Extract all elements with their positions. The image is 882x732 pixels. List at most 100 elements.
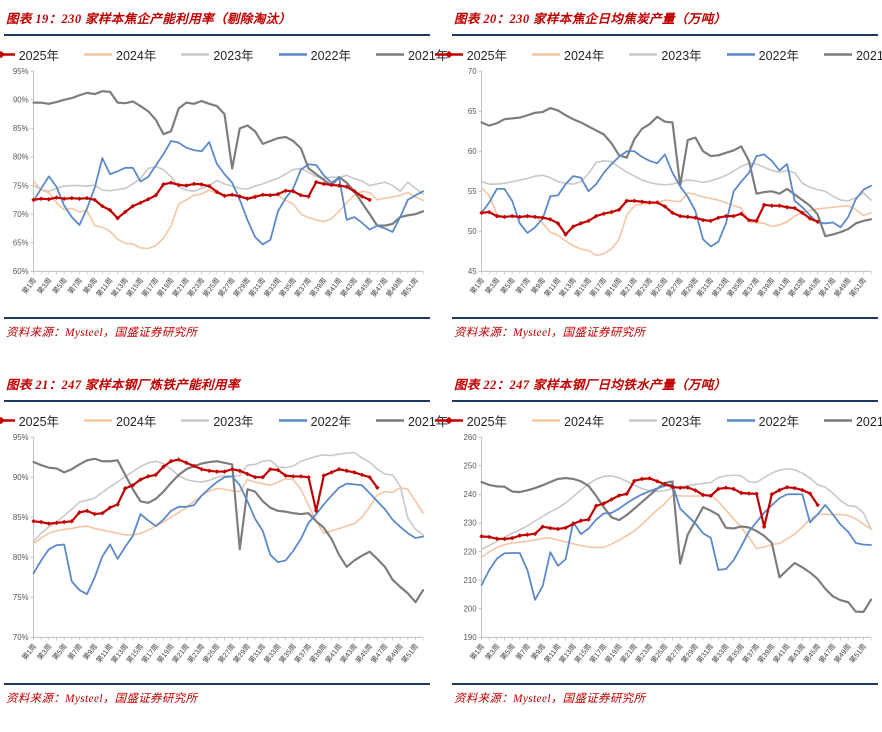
svg-text:250: 250 <box>464 462 478 471</box>
legend-label: 2024年 <box>116 49 157 63</box>
figure-block-22: 图表 22：247 家样本钢厂日均铁水产量（万吨） 2025年 2024年 2023… <box>434 372 882 706</box>
legend-label: 2025年 <box>18 415 60 429</box>
figure-source: 资料来源：Mysteel，国盛证券研究所 <box>454 693 646 705</box>
series-line-2021年 <box>32 90 425 227</box>
series-line-2025年 <box>32 458 379 525</box>
svg-text:260: 260 <box>464 433 478 442</box>
svg-text:60%: 60% <box>13 267 29 276</box>
legend-label: 2023年 <box>213 415 254 429</box>
series-line-2022年 <box>32 475 424 596</box>
legend-line-icon <box>278 53 307 56</box>
divider-line <box>4 317 430 319</box>
legend-label: 2023年 <box>661 49 702 63</box>
legend-line-icon <box>726 419 755 422</box>
line-chart: 95%90%85%80%75%70%第1周第3周第5周第7周第9周第11周第13… <box>13 433 425 665</box>
legend-line-icon <box>434 416 463 425</box>
chart-legend: 2025年 2024年 2023年 2022年 2021年 <box>434 402 882 430</box>
legend-label: 2024年 <box>564 49 605 63</box>
legend-line-icon <box>84 53 113 56</box>
legend-item-2023年: 2023年 <box>628 411 702 430</box>
svg-text:第51周: 第51周 <box>399 642 420 665</box>
svg-text:第7周: 第7周 <box>66 276 84 296</box>
legend-line-icon <box>278 419 307 422</box>
svg-text:85%: 85% <box>13 124 29 133</box>
axes: 95%90%85%80%75%70%65%60%第1周第3周第5周第7周第9周第… <box>13 67 424 299</box>
svg-text:95%: 95% <box>13 433 29 442</box>
legend-line-icon <box>375 419 404 422</box>
legend-item-2023年: 2023年 <box>628 45 702 64</box>
legend-line-icon <box>375 53 404 56</box>
chart-legend: 2025年 2024年 2023年 2022年 2021年 <box>0 402 448 430</box>
legend-label: 2025年 <box>466 49 508 63</box>
divider-line <box>452 400 878 402</box>
svg-text:90%: 90% <box>13 96 29 105</box>
svg-text:第1周: 第1周 <box>468 276 486 296</box>
svg-text:210: 210 <box>464 576 478 585</box>
axes: 95%90%85%80%75%70%第1周第3周第5周第7周第9周第11周第13… <box>13 433 424 665</box>
svg-text:190: 190 <box>464 633 478 642</box>
svg-text:90%: 90% <box>13 473 29 482</box>
svg-text:第3周: 第3周 <box>483 276 501 296</box>
legend-label: 2022年 <box>310 49 351 63</box>
svg-text:第1周: 第1周 <box>468 642 486 662</box>
svg-text:75%: 75% <box>13 593 29 602</box>
svg-text:70%: 70% <box>13 210 29 219</box>
legend-label: 2022年 <box>758 415 799 429</box>
legend-label: 2021年 <box>407 415 449 429</box>
svg-text:第51周: 第51周 <box>399 276 420 299</box>
figure-title: 图表 22：247 家样本钢厂日均铁水产量（万吨） <box>454 378 727 392</box>
legend-item-2023年: 2023年 <box>180 411 254 430</box>
series-line-2023年 <box>32 165 424 195</box>
axes: 260250240230220210200190第1周第3周第5周第7周第9周第… <box>464 433 872 665</box>
svg-text:第3周: 第3周 <box>35 276 53 296</box>
svg-text:第5周: 第5周 <box>50 642 68 662</box>
svg-text:200: 200 <box>464 605 478 614</box>
svg-text:第7周: 第7周 <box>66 642 84 662</box>
legend-label: 2024年 <box>564 415 605 429</box>
legend-label: 2021年 <box>855 49 882 63</box>
svg-text:80%: 80% <box>13 553 29 562</box>
figure-title: 图表 19：230 家样本焦企产能利用率（剔除淘汰） <box>6 12 292 26</box>
legend-item-2022年: 2022年 <box>726 411 799 430</box>
legend-line-icon <box>84 419 113 422</box>
legend-item-2021年: 2021年 <box>375 45 448 64</box>
svg-text:55: 55 <box>468 187 477 196</box>
svg-text:第51周: 第51周 <box>847 276 868 299</box>
legend-item-2022年: 2022年 <box>726 45 799 64</box>
series-markers-2025年 <box>479 198 820 237</box>
series-line-2023年 <box>480 160 872 202</box>
legend-line-icon <box>629 53 658 56</box>
divider-line <box>4 683 430 685</box>
legend-line-icon <box>181 419 210 422</box>
svg-text:50: 50 <box>468 227 477 236</box>
legend-item-2025年: 2025年 <box>434 411 507 430</box>
legend-item-2022年: 2022年 <box>278 45 351 64</box>
legend-line-icon <box>726 53 755 56</box>
line-chart: 260250240230220210200190第1周第3周第5周第7周第9周第… <box>464 433 873 665</box>
legend-line-icon <box>532 419 561 422</box>
legend-label: 2025年 <box>466 415 508 429</box>
legend-item-2024年: 2024年 <box>531 45 604 64</box>
figure-title: 图表 20：230 家样本焦企日均焦炭产量（万吨） <box>454 12 727 26</box>
legend-item-2024年: 2024年 <box>83 411 156 430</box>
svg-text:85%: 85% <box>13 513 29 522</box>
figure-block-19: 图表 19：230 家样本焦企产能利用率（剔除淘汰） 2025年 2024年 202… <box>0 6 448 340</box>
svg-text:第1周: 第1周 <box>20 642 38 662</box>
svg-text:75%: 75% <box>13 181 29 190</box>
series-line-2022年 <box>32 140 424 246</box>
svg-text:第3周: 第3周 <box>483 642 501 662</box>
legend-label: 2022年 <box>758 49 799 63</box>
legend-item-2025年: 2025年 <box>434 45 507 64</box>
legend-item-2025年: 2025年 <box>0 45 59 64</box>
legend-line-icon <box>629 419 658 422</box>
chart-legend: 2025年 2024年 2023年 2022年 2021年 <box>0 36 448 64</box>
legend-label: 2025年 <box>18 49 60 63</box>
legend-label: 2024年 <box>116 415 157 429</box>
svg-text:第5周: 第5周 <box>50 276 68 296</box>
svg-text:65%: 65% <box>13 239 29 248</box>
figure-block-21: 图表 21：247 家样本钢厂炼铁产能利用率 2025年 2024年 2023年 20… <box>0 372 448 706</box>
legend-line-icon <box>434 50 463 59</box>
svg-text:95%: 95% <box>13 67 29 76</box>
legend-label: 2022年 <box>310 415 351 429</box>
